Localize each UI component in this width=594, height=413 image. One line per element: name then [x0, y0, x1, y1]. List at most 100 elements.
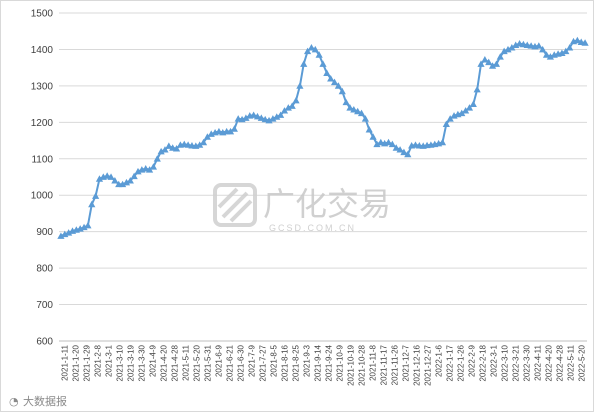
- x-tick-label: 2021-6-21: [226, 344, 235, 381]
- data-point-marker: [535, 42, 543, 49]
- data-point-marker: [558, 49, 566, 56]
- x-tick-label: 2021-10-19: [347, 344, 356, 385]
- x-tick-label: 2021-4-28: [171, 344, 180, 381]
- data-point-marker: [199, 138, 208, 146]
- x-tick-label: 2022-3-1: [490, 344, 499, 377]
- data-point-marker: [84, 221, 92, 229]
- x-tick-label: 2022-5-20: [578, 344, 587, 381]
- data-point-marker: [149, 163, 158, 170]
- data-point-marker: [145, 166, 154, 173]
- data-point-marker: [365, 126, 373, 133]
- grid-lines: [59, 12, 587, 342]
- data-point-marker: [280, 107, 289, 114]
- data-point-marker: [442, 120, 450, 128]
- x-tick-label: 2022-4-28: [556, 344, 565, 381]
- x-tick-label: 2021-9-24: [325, 344, 334, 381]
- data-point-marker: [508, 44, 516, 51]
- x-tick-label: 2021-10-9: [336, 344, 345, 381]
- x-tick-label: 2021-1-20: [72, 344, 81, 381]
- x-tick-label: 2021-1-29: [83, 344, 92, 381]
- data-point-marker: [92, 192, 100, 199]
- x-tick-label: 2022-5-11: [567, 344, 576, 380]
- data-point-marker: [242, 114, 250, 121]
- data-point-marker: [292, 96, 300, 104]
- data-point-marker: [369, 133, 377, 140]
- x-tick-label: 2021-5-31: [204, 344, 213, 381]
- y-tick-label: 1200: [31, 118, 54, 129]
- x-tick-label: 2021-12-16: [413, 344, 422, 385]
- data-point-marker: [388, 140, 396, 148]
- watermark-brand: 广化交易: [263, 186, 391, 222]
- data-point-marker: [118, 180, 127, 188]
- x-tick-label: 2021-3-1: [105, 344, 114, 377]
- data-point-marker: [65, 229, 73, 236]
- x-tick-label: 2021-1-11: [61, 344, 70, 380]
- data-point-marker: [346, 104, 354, 111]
- data-point-marker: [88, 200, 96, 208]
- data-point-marker: [226, 127, 235, 135]
- watermark-logo-icon: [213, 183, 257, 227]
- data-point-marker: [122, 178, 131, 186]
- y-tick-label: 800: [36, 264, 53, 275]
- x-tick-label: 2021-5-20: [193, 344, 202, 381]
- x-tick-label: 2021-8-16: [281, 344, 290, 381]
- y-tick-label: 1100: [31, 154, 53, 165]
- data-point-marker: [126, 177, 134, 184]
- x-tick-label: 2021-7-9: [248, 344, 257, 377]
- data-point-marker: [473, 85, 481, 93]
- x-tick-label: 2021-4-20: [160, 344, 169, 381]
- data-point-marker: [361, 115, 369, 122]
- x-tick-label: 2022-4-11: [534, 344, 543, 380]
- data-point-marker: [458, 109, 466, 117]
- x-tick-label: 2021-7-27: [259, 344, 268, 381]
- series-layer: [57, 36, 589, 239]
- data-point-marker: [485, 58, 493, 66]
- data-point-marker: [311, 45, 319, 53]
- y-tick-label: 700: [36, 300, 53, 311]
- x-tick-label: 2021-10-28: [358, 344, 367, 385]
- data-point-marker: [573, 36, 581, 44]
- y-axis-ticks: 600 700 800 900 1000 1100 1200 1300 1400 1500: [31, 9, 54, 348]
- data-point-marker: [357, 109, 366, 117]
- data-point-marker: [300, 60, 308, 67]
- x-tick-label: 2022-3-10: [501, 344, 510, 381]
- x-tick-label: 2021-12-7: [402, 344, 411, 381]
- x-tick-label: 2021-8-5: [270, 344, 279, 377]
- x-tick-label: 2021-5-11: [182, 344, 191, 380]
- data-point-marker: [265, 116, 273, 124]
- data-point-marker: [330, 78, 339, 86]
- x-tick-label: 2022-1-17: [446, 344, 455, 381]
- x-tick-label: 2021-8-25: [292, 344, 301, 381]
- data-point-marker: [373, 140, 381, 148]
- data-point-marker: [95, 175, 104, 182]
- source-label: 大数据报: [23, 394, 67, 408]
- data-point-marker: [269, 115, 277, 122]
- x-tick-label: 2021-9-14: [314, 344, 323, 381]
- data-point-marker: [161, 146, 169, 153]
- data-point-marker: [257, 114, 265, 121]
- x-tick-label: 2021-2-8: [94, 344, 103, 377]
- x-tick-label: 2022-1-6: [435, 344, 444, 377]
- data-point-marker: [253, 112, 262, 120]
- data-point-marker: [446, 115, 454, 122]
- data-point-marker: [165, 142, 173, 149]
- y-tick-label: 1500: [31, 9, 54, 20]
- data-point-marker: [111, 177, 119, 184]
- y-tick-label: 1300: [31, 81, 54, 92]
- data-point-marker: [334, 82, 343, 89]
- x-tick-label: 2021-11-26: [391, 344, 400, 385]
- y-tick-label: 900: [36, 227, 53, 238]
- data-point-marker: [539, 45, 547, 53]
- x-tick-label: 2022-2-18: [479, 344, 488, 381]
- x-tick-label: 2021-6-30: [237, 344, 246, 381]
- data-point-marker: [350, 105, 358, 113]
- y-tick-label: 600: [36, 337, 53, 348]
- x-tick-label: 2022-3-21: [512, 344, 521, 381]
- data-point-marker: [481, 56, 489, 63]
- data-point-marker: [338, 87, 346, 95]
- data-point-marker: [327, 75, 335, 82]
- data-point-marker: [392, 144, 400, 151]
- data-point-marker: [465, 104, 474, 111]
